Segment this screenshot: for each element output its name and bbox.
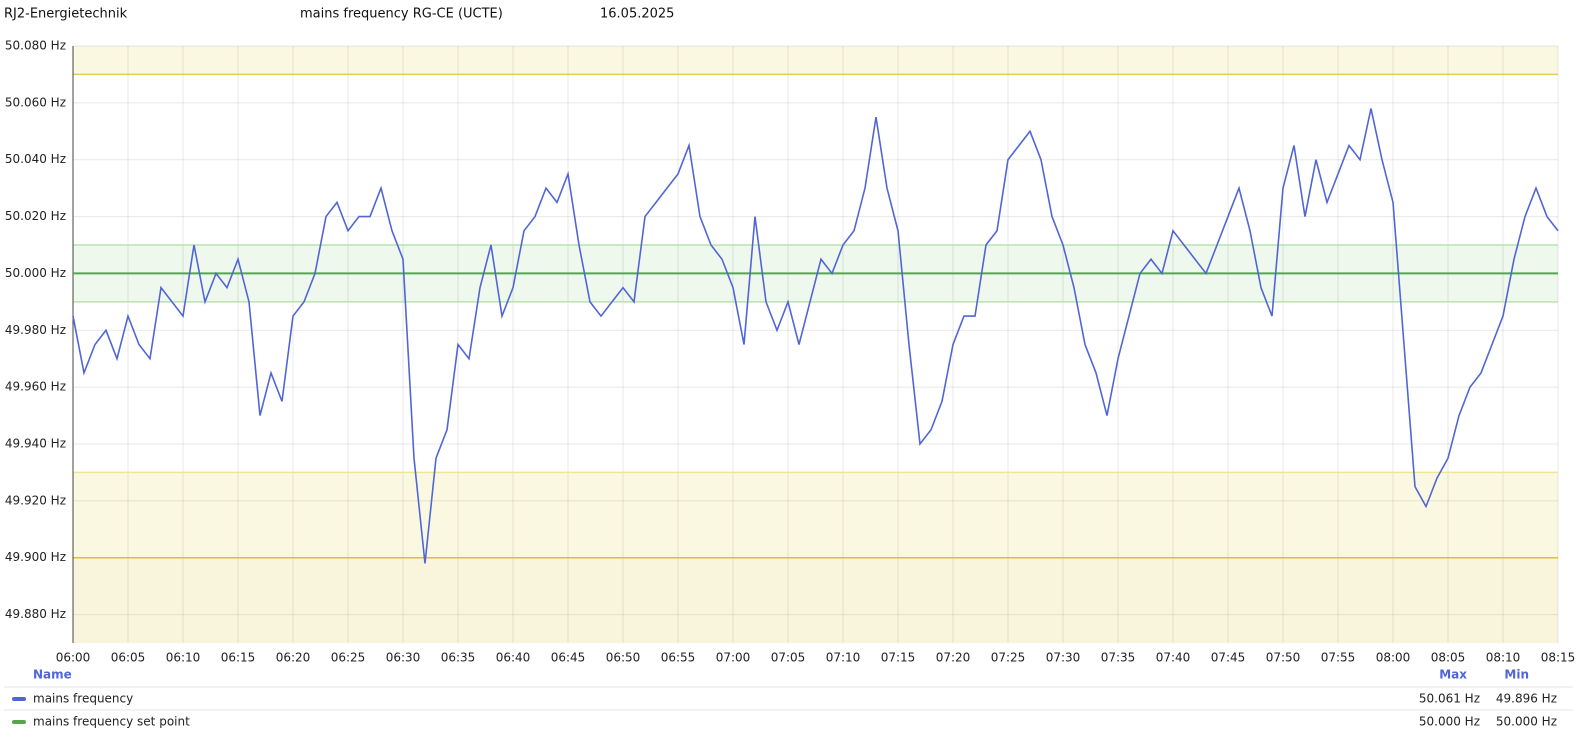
x-tick-label: 07:05: [771, 651, 806, 665]
date: 16.05.2025: [600, 7, 674, 22]
x-tick-label: 07:30: [1046, 651, 1081, 665]
y-tick-label: 49.980 Hz: [5, 323, 66, 337]
x-tick-label: 08:10: [1486, 651, 1521, 665]
x-tick-label: 06:50: [606, 651, 641, 665]
y-tick-label: 49.960 Hz: [5, 380, 66, 394]
x-tick-label: 06:40: [496, 651, 531, 665]
legend-max: 50.000 Hz: [1419, 715, 1480, 729]
legend-label: mains frequency: [33, 692, 133, 706]
y-tick-label: 50.020 Hz: [5, 209, 66, 223]
y-tick-label: 49.880 Hz: [5, 607, 66, 621]
legend-header: Min: [1504, 668, 1529, 682]
y-tick-label: 49.920 Hz: [5, 493, 66, 507]
x-tick-label: 08:05: [1431, 651, 1466, 665]
x-tick-label: 06:25: [331, 651, 366, 665]
x-tick-label: 06:15: [221, 651, 256, 665]
x-tick-label: 07:25: [991, 651, 1026, 665]
y-tick-label: 49.940 Hz: [5, 437, 66, 451]
x-tick-label: 06:30: [386, 651, 421, 665]
x-tick-label: 06:00: [56, 651, 91, 665]
legend-header: Name: [33, 668, 72, 682]
x-tick-label: 07:55: [1321, 651, 1356, 665]
x-tick-label: 06:05: [111, 651, 146, 665]
legend-swatch: [12, 697, 26, 701]
y-tick-label: 50.080 Hz: [5, 39, 66, 53]
x-tick-label: 07:10: [826, 651, 861, 665]
legend-max: 50.061 Hz: [1419, 692, 1480, 706]
x-tick-label: 07:20: [936, 651, 971, 665]
y-tick-label: 50.060 Hz: [5, 95, 66, 109]
legend-label: mains frequency set point: [33, 715, 190, 729]
legend-header: Max: [1439, 668, 1467, 682]
x-tick-label: 07:50: [1266, 651, 1301, 665]
threshold-band: [73, 46, 1558, 75]
site-name: RJ2-Energietechnik: [4, 7, 128, 22]
x-tick-label: 07:35: [1101, 651, 1136, 665]
chart-title: mains frequency RG-CE (UCTE): [300, 7, 503, 22]
x-tick-label: 06:20: [276, 651, 311, 665]
legend-min: 50.000 Hz: [1496, 715, 1557, 729]
threshold-band: [73, 472, 1558, 558]
x-tick-label: 07:00: [716, 651, 751, 665]
threshold-band: [73, 557, 1558, 643]
y-tick-label: 50.040 Hz: [5, 152, 66, 166]
x-tick-label: 07:45: [1211, 651, 1246, 665]
legend-min: 49.896 Hz: [1496, 692, 1557, 706]
series-line: [72, 108, 1559, 564]
x-tick-label: 07:15: [881, 651, 916, 665]
x-tick-label: 06:35: [441, 651, 476, 665]
x-tick-label: 06:10: [166, 651, 201, 665]
x-tick-label: 08:00: [1376, 651, 1411, 665]
legend-swatch: [12, 720, 26, 724]
x-tick-label: 06:45: [551, 651, 586, 665]
y-tick-label: 50.000 Hz: [5, 266, 66, 280]
x-tick-label: 08:15: [1541, 651, 1576, 665]
x-tick-label: 07:40: [1156, 651, 1191, 665]
x-tick-label: 06:55: [661, 651, 696, 665]
y-tick-label: 49.900 Hz: [5, 550, 66, 564]
